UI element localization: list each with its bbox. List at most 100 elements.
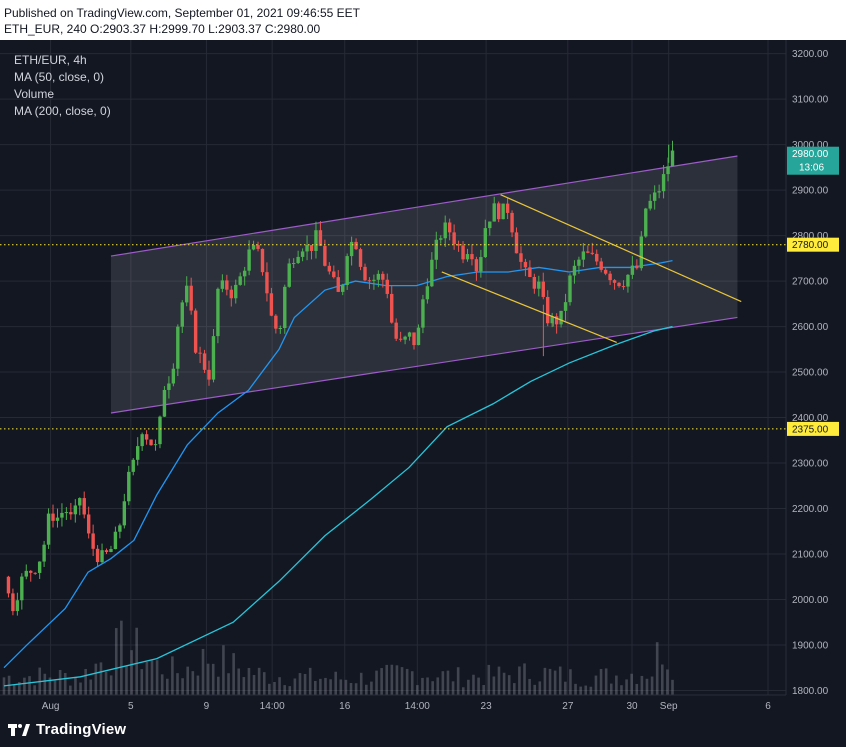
candle-up <box>242 270 247 277</box>
volume-bar <box>461 687 465 695</box>
candle-up <box>550 316 554 324</box>
candle-down <box>528 267 532 277</box>
time-tick-label: 16 <box>339 701 351 712</box>
ma50-line <box>3 259 673 669</box>
volume-bar <box>186 666 190 695</box>
volume-bar <box>507 675 511 695</box>
candle-up <box>73 505 78 515</box>
volume-bar <box>349 682 353 695</box>
volume-bar <box>130 650 133 695</box>
volume-bar <box>298 673 302 695</box>
candle-up <box>109 549 113 553</box>
volume-bar <box>125 665 128 695</box>
volume-bar <box>579 686 582 695</box>
candle-down <box>541 281 545 297</box>
volume-bar <box>23 677 26 695</box>
candle-up <box>234 284 238 299</box>
time-tick-label: 14:00 <box>260 701 285 712</box>
volume-bar <box>165 678 169 695</box>
candle-down <box>505 203 510 213</box>
candle-up <box>42 544 46 562</box>
candle-down <box>274 315 278 329</box>
volume-bar <box>242 677 246 695</box>
brand-name: TradingView <box>36 721 127 738</box>
price-chart[interactable]: 1800.00 1900.00 2000.00 2100.00 2200.00 2300.… <box>0 40 846 717</box>
candle-down <box>318 230 323 246</box>
candle-down <box>474 259 479 272</box>
volume-bar <box>247 667 251 695</box>
volume-bar <box>232 653 235 695</box>
volume-bar <box>671 679 674 695</box>
candle-up <box>421 299 425 328</box>
candle-down <box>554 316 559 325</box>
volume-bar <box>395 665 399 695</box>
volume-bar <box>416 685 419 695</box>
candle-up <box>180 302 184 327</box>
time-axis[interactable]: Aug 5 9 14:00 16 14:00 23 27 30 Sep 6 <box>0 694 846 717</box>
candle-down <box>189 285 193 311</box>
volume-bar <box>564 681 567 695</box>
volume-bar <box>329 679 332 695</box>
channel-layer[interactable] <box>110 155 738 414</box>
ma200-line <box>3 325 673 687</box>
volume-bar <box>426 677 429 695</box>
volume-bar <box>28 676 31 695</box>
candle-down <box>149 439 153 446</box>
candle-up <box>341 285 345 292</box>
volume-bar <box>421 677 424 695</box>
volume-bar <box>48 677 52 695</box>
volume-bar <box>354 683 358 695</box>
candle-down <box>363 266 367 281</box>
price-axis[interactable]: 1800.00 1900.00 2000.00 2100.00 2200.00 2300.… <box>785 40 846 717</box>
candle-down <box>229 289 233 299</box>
volume-bar <box>155 660 159 695</box>
candle-up <box>661 174 666 192</box>
volume-bar <box>109 675 113 695</box>
candle-down <box>390 293 394 323</box>
publish-header: Published on TradingView.com, September … <box>0 0 846 40</box>
channel-fill <box>110 155 738 413</box>
candle-down <box>447 222 452 233</box>
candle-up <box>37 561 42 573</box>
candle-up <box>251 245 256 250</box>
volume-bar <box>43 673 47 695</box>
volume-bar <box>451 681 455 695</box>
volume-bar <box>2 677 6 695</box>
volume-bar <box>12 684 16 695</box>
price-tick-label: 1800.00 <box>792 686 829 697</box>
price-tick-label: 2700.00 <box>792 277 829 288</box>
volume-bar <box>599 668 603 695</box>
time-tick-label: 9 <box>204 701 210 712</box>
price-tick-label: 2000.00 <box>792 595 829 606</box>
wedge-lower-line <box>441 271 617 344</box>
candle-down <box>358 249 363 267</box>
candle-down <box>452 232 456 245</box>
candle-up <box>113 531 118 550</box>
candle-up <box>220 280 225 289</box>
volume-bar <box>176 673 179 695</box>
tradingview-brand[interactable]: TradingView <box>8 721 126 738</box>
volume-bar <box>89 679 93 695</box>
candle-down <box>398 338 403 340</box>
candle-down <box>82 498 86 515</box>
candle-layer <box>6 140 675 616</box>
candle-up <box>131 459 135 472</box>
candle-up <box>46 513 51 545</box>
candle-up <box>136 446 140 460</box>
price-tick-label: 2900.00 <box>792 186 829 197</box>
candle-up <box>577 259 581 266</box>
candle-up <box>488 221 492 229</box>
candle-up <box>127 471 131 502</box>
time-tick-label: Sep <box>660 701 678 712</box>
candle-up <box>118 525 122 532</box>
wedge-layer[interactable] <box>441 194 742 344</box>
candle-down <box>394 322 398 339</box>
candle-up <box>296 256 300 264</box>
candle-down <box>519 253 523 262</box>
candle-up <box>581 251 586 260</box>
level-layer[interactable] <box>0 244 786 430</box>
published-info: Published on TradingView.com, September … <box>4 6 361 20</box>
candle-up <box>407 332 412 337</box>
price-tick-label: 3000.00 <box>792 140 829 151</box>
candle-down <box>269 293 274 316</box>
